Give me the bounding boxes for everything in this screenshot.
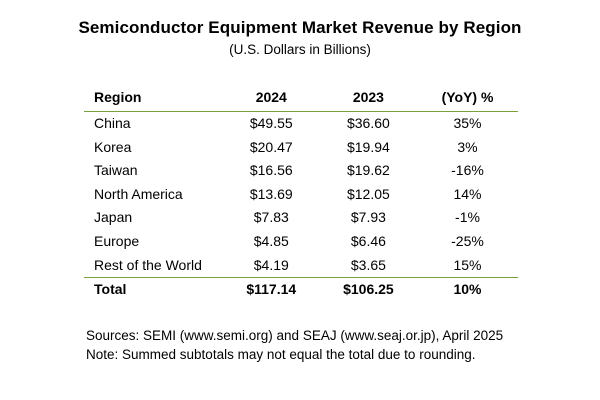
rounding-note: Note: Summed subtotals may not equal the… [86,347,476,362]
cell-yoy: 15% [453,256,482,273]
cell-2024: $49.55 [249,115,293,131]
total-2023: $106.25 [319,277,417,302]
cell-2024: $16.56 [249,162,293,179]
table-row: Taiwan $16.56 $19.62 -16% [84,159,518,183]
cell-2024: $20.47 [249,138,293,155]
cell-region: Europe [94,232,140,249]
cell-2023: $36.60 [346,115,390,131]
table-row: China $49.55 $36.60 35% [84,112,518,136]
table-row: Rest of the World $4.19 $3.65 15% [84,254,518,278]
cell-region: China [94,115,131,131]
cell-yoy: 14% [453,185,482,202]
cell-yoy: 3% [457,138,478,155]
table-title: Semiconductor Equipment Market Revenue b… [78,18,522,37]
cell-2023: $7.93 [350,209,386,226]
cell-region: Rest of the World [94,256,202,273]
cell-2023: $6.46 [350,232,386,249]
cell-2024: $13.69 [249,185,293,202]
sources-note: Sources: SEMI (www.semi.org) and SEAJ (w… [86,328,504,343]
cell-region: Taiwan [94,162,138,179]
table-subtitle: (U.S. Dollars in Billions) [229,42,371,57]
cell-2023: $19.62 [346,162,390,179]
cell-2024: $4.19 [253,256,289,273]
cell-2023: $3.65 [350,256,386,273]
total-yoy: 10% [416,277,518,302]
header-region: Region [84,86,223,112]
cell-2024: $4.85 [253,232,289,249]
total-region: Total [84,277,223,302]
table-row: North America $13.69 $12.05 14% [84,183,518,207]
header-2024: 2024 [222,86,320,112]
table-row: Korea $20.47 $19.94 3% [84,136,518,160]
cell-yoy: -16% [451,162,484,179]
table-row: Japan $7.83 $7.93 -1% [84,206,518,230]
cell-2023: $19.94 [346,138,390,155]
cell-yoy: -25% [451,232,484,249]
cell-region: Japan [94,209,133,226]
cell-region: Korea [94,138,132,155]
table-row: Europe $4.85 $6.46 -25% [84,230,518,254]
header-2023: 2023 [319,86,417,112]
footnotes: Sources: SEMI (www.semi.org) and SEAJ (w… [86,326,503,364]
total-row: Total $117.14 $106.25 10% [84,277,518,302]
cell-2023: $12.05 [346,185,390,202]
revenue-table: Region 2024 2023 (YoY) % China $49.55 $3… [84,86,518,302]
total-2024: $117.14 [222,277,320,302]
cell-yoy: -1% [455,209,480,226]
cell-yoy: 35% [453,115,482,131]
cell-2024: $7.83 [253,209,289,226]
cell-region: North America [94,185,183,202]
header-yoy: (YoY) % [416,86,518,112]
table-header-row: Region 2024 2023 (YoY) % [84,86,518,112]
